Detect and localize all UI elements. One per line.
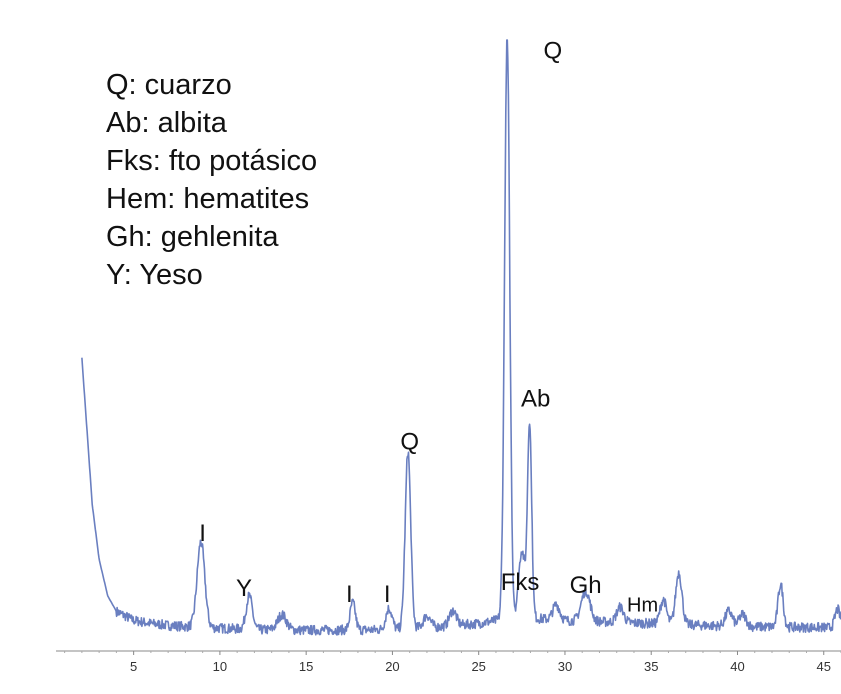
legend-item-hematites: Hem: hematites <box>106 183 310 215</box>
peak-label: Q <box>400 428 419 455</box>
x-tick-label: 20 <box>385 659 399 674</box>
peak-label: I <box>384 581 391 608</box>
peak-label: Y <box>236 575 252 602</box>
peak-label: Fks <box>501 569 540 596</box>
peak-label: Q <box>544 37 563 64</box>
diffraction-series <box>81 39 841 636</box>
x-tick-label: 5 <box>130 659 137 674</box>
legend: Q: cuarzo Ab: albita Fks: fto potásico H… <box>106 66 317 294</box>
x-tick-label: 45 <box>817 659 831 674</box>
x-tick-label: 30 <box>558 659 572 674</box>
peak-label: Hm <box>627 594 658 616</box>
peak-label: Gh <box>570 572 602 599</box>
peak-annotations: Q Ab Q I Y I I Fks Gh Hm <box>199 37 658 616</box>
legend-item-cuarzo: Q: cuarzo <box>106 69 232 101</box>
diffraction-line <box>81 39 841 636</box>
peak-label: I <box>199 520 206 547</box>
legend-item-gehlenita: Gh: gehlenita <box>106 221 279 253</box>
x-axis: 5 10 15 20 25 30 35 40 45 <box>56 650 841 674</box>
x-tick-label: 25 <box>471 659 485 674</box>
x-tick-label: 40 <box>730 659 744 674</box>
x-tick-label: 15 <box>299 659 313 674</box>
legend-item-fto-potasico: Fks: fto potásico <box>106 145 318 177</box>
legend-item-albita: Ab: albita <box>106 107 227 139</box>
peak-label: Ab <box>521 386 550 413</box>
x-tick-label: 10 <box>213 659 227 674</box>
legend-item-yeso: Y: Yeso <box>106 259 203 291</box>
x-tick-label: 35 <box>644 659 658 674</box>
peak-label: I <box>346 581 353 608</box>
